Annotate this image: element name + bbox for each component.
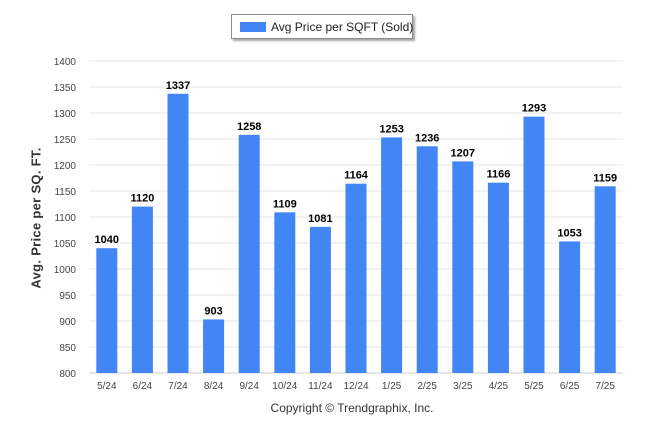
y-tick-label: 1250 [54, 135, 77, 146]
data-label: 1166 [486, 169, 510, 181]
data-label: 1236 [415, 132, 439, 144]
bar-7-24[interactable] [167, 93, 189, 373]
y-tick-label: 900 [59, 317, 76, 328]
x-tick-label: 8/24 [204, 381, 224, 392]
bar-6-24[interactable] [131, 206, 153, 373]
x-tick-label: 5/24 [97, 381, 117, 392]
y-axis-ticks: 800 850 900 950 1000 1050 1100 1150 1200 1250 1300… [54, 57, 77, 380]
y-tick-label: 800 [59, 369, 76, 380]
y-tick-label: 1050 [54, 239, 77, 250]
data-label: 1207 [451, 147, 475, 159]
y-axis-title: Avg. Price per SQ. FT. [28, 147, 44, 289]
legend-swatch [240, 22, 266, 32]
y-tick-label: 1150 [54, 187, 76, 198]
x-tick-label: 1/25 [382, 381, 402, 392]
legend[interactable]: Avg Price per SQFT (Sold) [231, 14, 413, 39]
data-label: 1253 [379, 123, 403, 135]
bar-3-25[interactable] [452, 161, 474, 373]
x-tick-label: 10/24 [272, 381, 297, 392]
x-tick-label: 9/24 [239, 381, 259, 392]
x-axis-ticks: 5/24 6/24 7/24 8/24 9/24 10/24 11/24 12/24 1/25 2… [97, 381, 615, 392]
bar-10-24[interactable] [274, 212, 296, 373]
x-tick-label: 4/25 [489, 381, 509, 392]
data-label: 1109 [273, 198, 297, 210]
x-tick-label: 5/25 [524, 381, 544, 392]
data-label: 1293 [522, 103, 546, 115]
y-tick-label: 1300 [54, 109, 77, 120]
x-tick-label: 2/25 [417, 381, 437, 392]
bar-1-25[interactable] [381, 137, 403, 373]
x-axis-title: Copyright © Trendgraphix, Inc. [270, 401, 434, 415]
bar-8-24[interactable] [203, 319, 225, 373]
bar-11-24[interactable] [309, 226, 331, 373]
y-tick-label: 1350 [54, 83, 77, 94]
y-tick-label: 1400 [54, 57, 77, 68]
bar-9-24[interactable] [238, 134, 260, 373]
x-tick-label: 7/24 [168, 381, 188, 392]
bar-4-25[interactable] [487, 182, 509, 373]
data-label: 1120 [130, 193, 154, 205]
bar-2-25[interactable] [416, 146, 438, 373]
bar-7-25[interactable] [594, 186, 616, 373]
y-tick-label: 1200 [54, 161, 77, 172]
data-label: 1040 [95, 234, 119, 246]
data-labels: 1040 1120 1337 903 1258 1109 1081 1164 1253 1236 1… [95, 80, 618, 318]
bar-5-24[interactable] [96, 248, 118, 373]
x-tick-label: 7/25 [595, 381, 615, 392]
x-tick-label: 6/24 [133, 381, 153, 392]
y-tick-label: 1000 [54, 265, 77, 276]
data-label: 1159 [593, 172, 617, 184]
x-tick-label: 12/24 [343, 381, 368, 392]
y-tick-label: 850 [59, 343, 76, 354]
bar-5-25[interactable] [523, 116, 545, 373]
data-label: 1053 [557, 227, 581, 239]
legend-label: Avg Price per SQFT (Sold) [271, 20, 414, 34]
bar-6-25[interactable] [559, 241, 581, 373]
data-label: 1258 [237, 121, 261, 133]
x-tick-label: 6/25 [560, 381, 580, 392]
data-label: 1164 [344, 170, 369, 182]
bar-12-24[interactable] [345, 183, 367, 373]
bars [96, 93, 616, 373]
data-label: 1081 [308, 213, 332, 225]
y-tick-label: 950 [59, 291, 76, 302]
x-tick-label: 3/25 [453, 381, 473, 392]
data-label: 903 [204, 305, 222, 317]
x-tick-label: 11/24 [308, 381, 333, 392]
y-tick-label: 1100 [54, 213, 76, 224]
data-label: 1337 [166, 80, 190, 92]
